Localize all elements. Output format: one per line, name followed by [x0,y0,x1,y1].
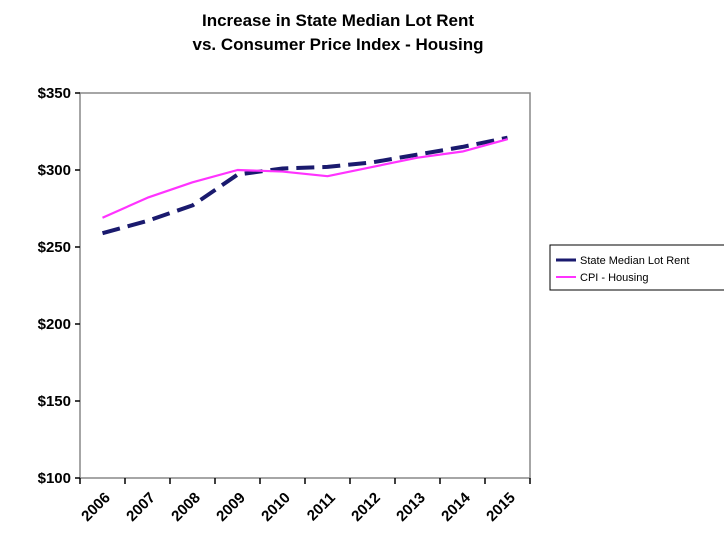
x-tick-label: 2015 [483,489,519,525]
legend-label: State Median Lot Rent [580,255,689,267]
x-tick-label: 2013 [393,489,429,525]
y-tick-label: $150 [38,393,71,410]
x-tick-label: 2007 [123,489,159,525]
x-tick-label: 2014 [438,489,474,525]
y-tick-label: $100 [38,470,71,487]
y-tick-label: $250 [38,239,71,256]
y-axis: $100 $150 $200 $250 $300 $350 [38,85,80,487]
series-line-0 [101,135,508,236]
chart-title-line-2: vs. Consumer Price Index - Housing [193,35,484,54]
x-tick-label: 2011 [304,489,339,524]
y-tick-label: $300 [38,162,71,179]
legend-label: CPI - Housing [580,272,648,284]
chart-title-line-1: Increase in State Median Lot Rent [202,11,474,30]
series-line-1 [102,138,508,219]
plot-frame [79,92,531,479]
x-tick-label: 2010 [258,489,294,525]
y-tick-label: $350 [38,85,71,102]
x-tick-label: 2008 [168,489,204,525]
x-tick-label: 2012 [348,489,384,525]
legend-box [549,244,724,291]
series-layer [101,135,508,236]
x-tick-label: 2009 [213,489,249,525]
plot-area: $100 $150 $200 $250 $300 $350 2006 2007 2008 200… [38,85,531,525]
x-axis: 2006 2007 2008 2009 2010 2011 2012 2013 2014 2015 [78,478,531,525]
legend: State Median Lot Rent CPI - Housing [549,244,724,291]
x-tick-label: 2006 [78,489,114,525]
y-tick-label: $200 [38,316,71,333]
